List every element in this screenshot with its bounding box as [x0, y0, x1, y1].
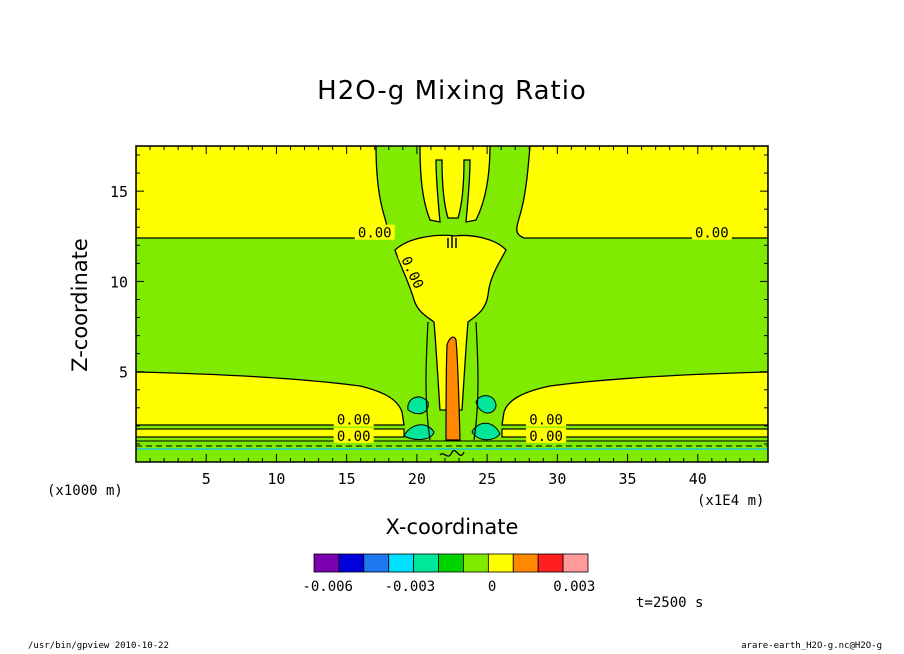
- colorbar-swatch: [438, 553, 464, 573]
- contour-plume-left: [425, 321, 431, 441]
- contour-plume-top: [447, 236, 457, 248]
- x-axis-label: X-coordinate: [385, 515, 519, 539]
- y-unit-note: (x1000 m): [47, 483, 123, 499]
- y-tick-label: 5: [119, 364, 128, 382]
- colorbar-tick-label: -0.003: [385, 579, 436, 595]
- y-tick-label: 15: [110, 183, 128, 201]
- x-tick-label: 35: [619, 470, 637, 488]
- x-tick-label: 15: [338, 470, 356, 488]
- fill-surface-strip-left: [136, 428, 405, 438]
- axis-ticks: [135, 146, 769, 463]
- contour-label-bg: [354, 224, 395, 240]
- colorbar-swatch: [338, 553, 365, 573]
- fill-orange-core: [445, 336, 461, 441]
- y-tick-label: 10: [110, 273, 128, 291]
- y-tick-labels: 5 10 15: [110, 183, 128, 382]
- colorbar: [313, 553, 589, 573]
- contour-label: 0.00: [337, 429, 371, 445]
- fill-top-center: [419, 146, 491, 223]
- contour-label: 0.00: [529, 413, 563, 429]
- colorbar-tick-label: -0.006: [302, 579, 353, 595]
- x-tick-label: 40: [689, 470, 707, 488]
- contour-label: 0.00: [337, 413, 371, 429]
- colorbar-swatch: [512, 553, 539, 573]
- footer-command: /usr/bin/gpview 2010-10-22: [28, 641, 169, 651]
- colorbar-swatch: [363, 553, 390, 573]
- x-tick-label: 30: [548, 470, 566, 488]
- contour-plume-right: [473, 321, 479, 441]
- fill-surface-strip-right: [501, 428, 768, 438]
- contour-label: 0.00: [358, 226, 392, 242]
- fill-lower-right: [501, 371, 768, 426]
- colorbar-swatch: [562, 553, 589, 573]
- fill-negative-patch-3: [403, 424, 435, 440]
- colorbar-swatch: [313, 553, 340, 573]
- fill-negative-patch-1: [407, 396, 429, 415]
- fill-upper-left: [136, 146, 388, 239]
- contour-surface-clutter: [439, 450, 465, 457]
- colorbar-swatch: [413, 553, 439, 573]
- y-axis-label: Z-coordinate: [68, 238, 92, 372]
- contour-fills: [136, 146, 768, 462]
- colorbar-tick-label: 0: [488, 579, 496, 595]
- colorbar-tick-label: 0.003: [553, 579, 595, 595]
- fill-negative-patch-4: [471, 422, 501, 441]
- x-unit-note: (x1E4 m): [697, 493, 765, 509]
- x-tick-label: 5: [202, 470, 211, 488]
- colorbar-swatch: [463, 553, 489, 573]
- fill-upper-right: [516, 146, 768, 239]
- time-label: t=2500 s: [636, 595, 704, 611]
- colorbar-swatch: [487, 553, 514, 573]
- contour-label-bg: [333, 411, 374, 427]
- fill-negative-patch-2: [475, 395, 497, 414]
- contour-label-bg: [526, 427, 567, 443]
- plot-frame: [135, 145, 769, 463]
- contour-label-bg: [397, 250, 429, 294]
- contour-label-bg: [691, 224, 732, 240]
- chart-title: H2O-g Mixing Ratio: [317, 76, 587, 106]
- x-tick-label: 10: [267, 470, 285, 488]
- contour-label-bg: [333, 427, 374, 443]
- contour-label: 0.00: [695, 226, 729, 242]
- colorbar-swatch: [388, 553, 415, 573]
- x-tick-label: 20: [408, 470, 426, 488]
- colorbar-tick-labels: -0.006 -0.003 0 0.003: [302, 579, 595, 595]
- footer-source: arare-earth_H2O-g.nc@H2O-g: [741, 641, 882, 651]
- x-tick-label: 25: [478, 470, 496, 488]
- contour-labels: 0.00 0.000.000.000.000.000.00: [333, 224, 732, 445]
- contour-label: 0.00: [529, 429, 563, 445]
- x-tick-labels: 5 10 15 20 25 30 35 40: [202, 470, 707, 488]
- contour-label-bg: [526, 411, 567, 427]
- colorbar-swatch: [537, 553, 564, 573]
